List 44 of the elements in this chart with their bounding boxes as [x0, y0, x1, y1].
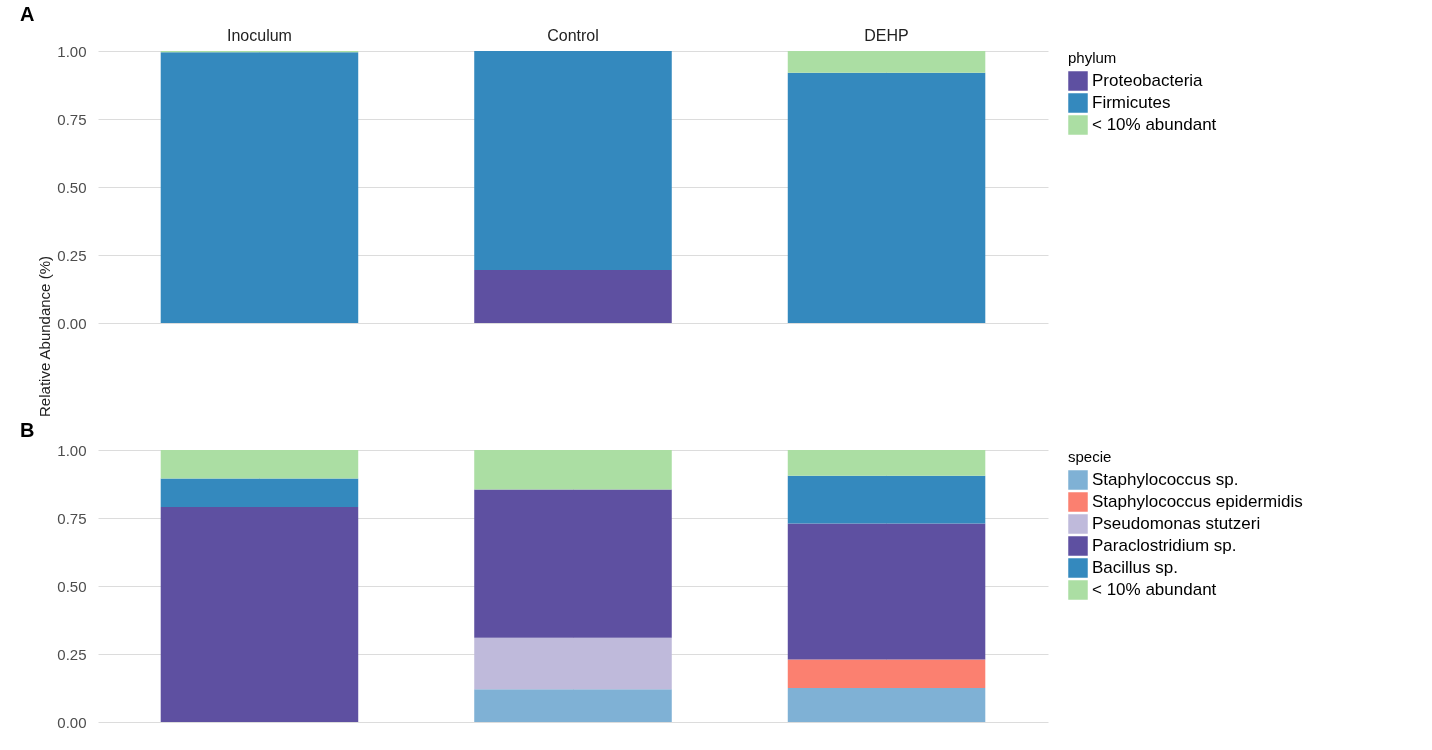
legend-label: Firmicutes [1092, 93, 1171, 112]
bar [160, 507, 359, 722]
bar [474, 689, 672, 722]
y-tick-label: 0.50 [57, 577, 87, 595]
legend-label: Staphylococcus epidermidis [1092, 492, 1303, 511]
y-axis-title: Relative Abundance (%) [36, 256, 54, 417]
y-tick-label: 0.25 [57, 645, 87, 663]
chart-title: B [20, 419, 35, 441]
legend-label: Bacillus sp. [1092, 558, 1178, 577]
y-tick-label: 0.00 [57, 713, 87, 731]
legend-label: < 10% abundant [1092, 580, 1217, 599]
legend-title: specie [1068, 448, 1112, 465]
legend-label: Proteobacteria [1092, 71, 1204, 90]
legend-label: Paraclostridium sp. [1092, 536, 1237, 555]
bar [787, 72, 986, 323]
bar [787, 659, 986, 688]
y-tick-label: 1.00 [57, 42, 87, 60]
y-tick-label: 1.00 [57, 441, 87, 459]
y-tick-label: 0.75 [57, 110, 87, 128]
x-tick-label: Inoculum [227, 26, 292, 44]
y-tick-label: 0.25 [57, 246, 87, 264]
bar [474, 269, 672, 323]
bar [787, 523, 986, 660]
bar [160, 52, 359, 323]
y-tick-label: 0.75 [57, 509, 87, 527]
chart-title: A [20, 3, 35, 25]
bar [160, 478, 359, 508]
bar [787, 475, 986, 524]
bar [160, 450, 359, 479]
y-tick-label: 0.50 [57, 178, 87, 196]
bar [787, 51, 986, 73]
y-tick-label: 0.00 [57, 314, 87, 332]
bar [474, 637, 672, 690]
bar [474, 489, 672, 638]
x-tick-label: DEHP [864, 26, 909, 44]
bar [474, 51, 672, 270]
bar [474, 450, 672, 490]
bar [787, 688, 986, 722]
legend-label: Staphylococcus sp. [1092, 470, 1239, 489]
legend-title: phylum [1068, 49, 1117, 66]
x-tick-label: Control [547, 26, 599, 44]
bar [787, 450, 986, 476]
legend-label: < 10% abundant [1092, 115, 1217, 134]
legend-label: Pseudomonas stutzeri [1092, 514, 1261, 533]
